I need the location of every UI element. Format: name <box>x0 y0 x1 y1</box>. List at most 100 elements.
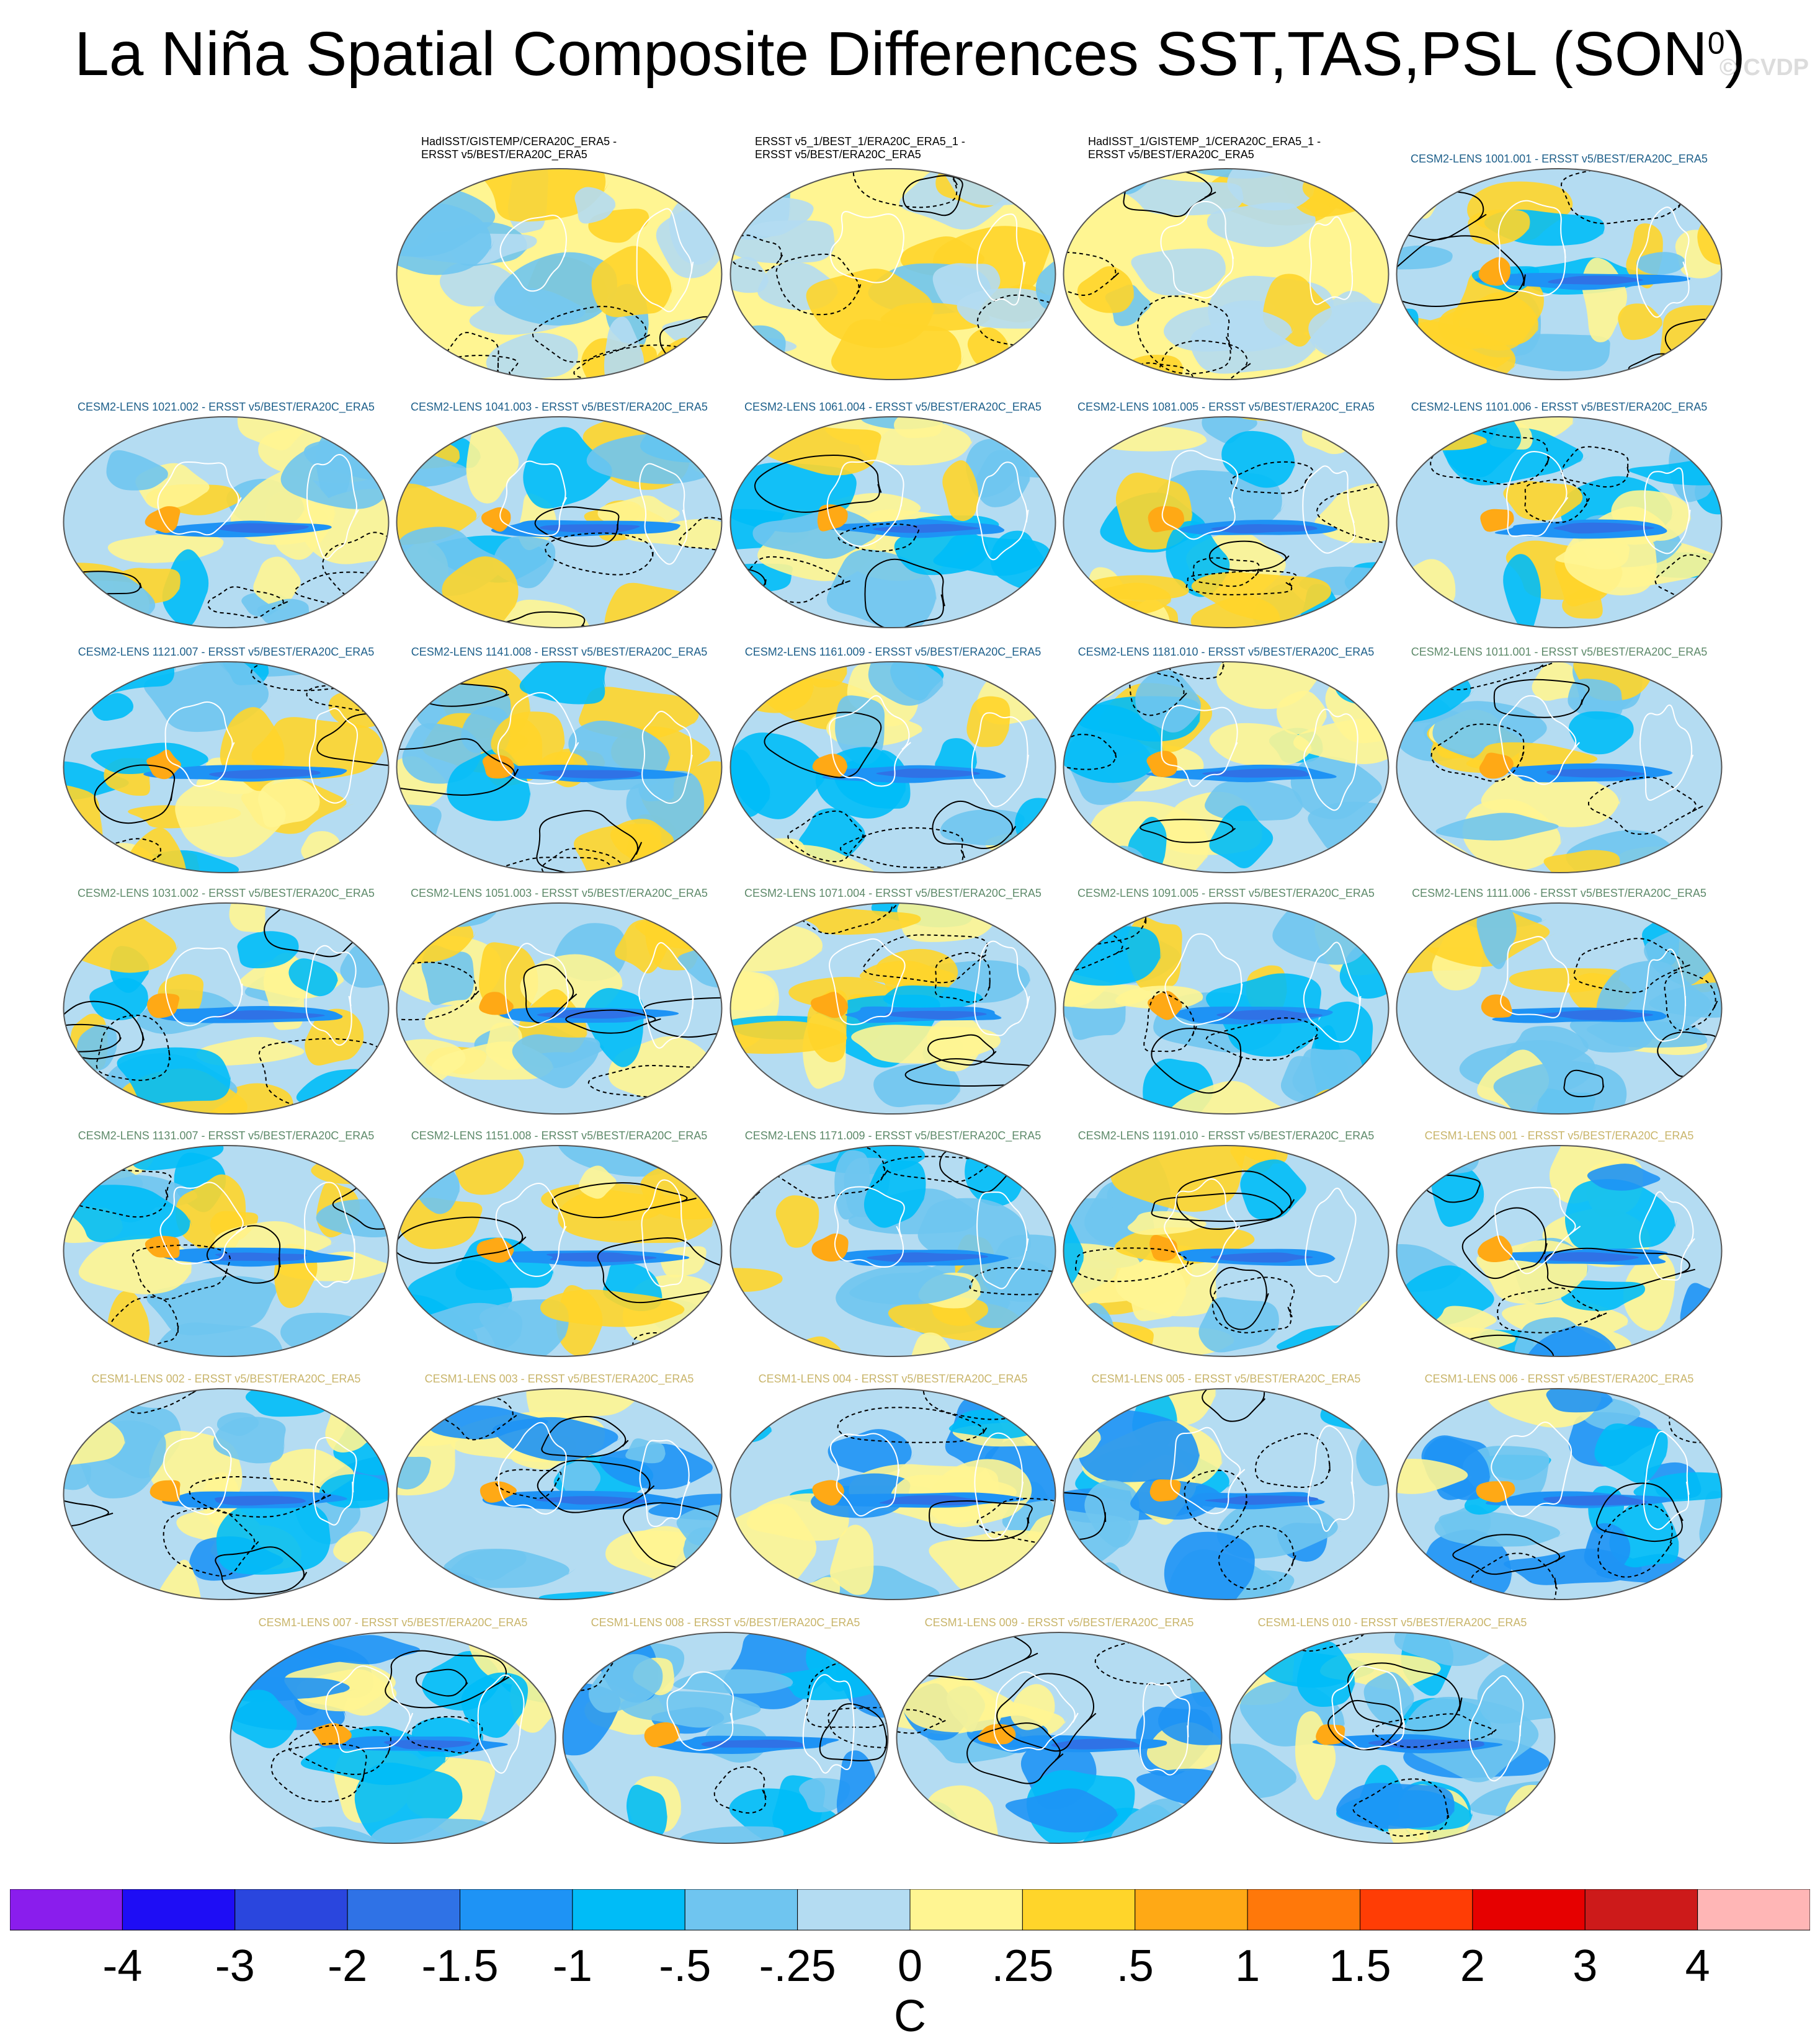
anomaly-region <box>730 220 835 264</box>
map-outline <box>396 902 723 1115</box>
world-map <box>1063 416 1390 628</box>
anomaly-region <box>494 252 620 326</box>
anomaly-region <box>1233 1145 1289 1164</box>
anomaly-region <box>162 549 211 627</box>
panel-title: HadISST/GISTEMP/CERA20C_ERA5 - ERSST v5/B… <box>421 135 738 161</box>
panel-title-line1: CESM1-LENS 007 - ERSST v5/BEST/ERA20C_ER… <box>258 1616 528 1629</box>
anomaly-region <box>1070 168 1125 198</box>
map-outline <box>1063 416 1390 628</box>
psl-contour <box>1697 661 1722 691</box>
anomaly-region <box>1587 1164 1666 1191</box>
world-map <box>63 902 390 1115</box>
coastline <box>1500 936 1570 1018</box>
map-outline <box>396 661 723 873</box>
anomaly-region <box>620 1691 768 1728</box>
coastline <box>157 461 242 536</box>
panel-title: CESM2-LENS 1031.002 - ERSST v5/BEST/ERA2… <box>48 887 404 900</box>
anomaly-region <box>1503 481 1586 521</box>
psl-contour <box>1470 1552 1558 1600</box>
panel-title: CESM2-LENS 1191.010 - ERSST v5/BEST/ERA2… <box>1048 1129 1404 1142</box>
map-panel: HadISST/GISTEMP/CERA20C_ERA5 - ERSST v5/B… <box>393 135 725 383</box>
world-map <box>1063 1145 1390 1357</box>
panel-title: HadISST_1/GISTEMP_1/CERA20C_ERA5_1 - ERSS… <box>1088 135 1404 161</box>
anomaly-region <box>1127 1211 1211 1235</box>
anomaly-region <box>1143 1058 1218 1115</box>
panel-title-line1: CESM2-LENS 1101.006 - ERSST v5/BEST/ERA2… <box>1411 401 1708 413</box>
panel-title-line2: ERSST v5/BEST/ERA20C_ERA5 <box>421 148 587 161</box>
world-map <box>1396 416 1723 628</box>
anomaly-region <box>1131 248 1229 296</box>
coastline <box>826 460 904 547</box>
coastline <box>306 454 359 560</box>
anomaly-region <box>146 1276 277 1336</box>
map-outline <box>1396 661 1723 873</box>
coastline <box>666 1671 734 1751</box>
equatorial-pacific-core <box>1205 1495 1321 1505</box>
psl-contour <box>163 1508 259 1577</box>
panel-title-line1: CESM2-LENS 1141.008 - ERSST v5/BEST/ERA2… <box>411 646 708 658</box>
anomaly-region <box>1005 1788 1120 1833</box>
anomaly-region <box>1067 575 1191 600</box>
panel-title-line1: CESM1-LENS 009 - ERSST v5/BEST/ERA20C_ER… <box>924 1616 1194 1629</box>
psl-contour <box>966 1722 1064 1784</box>
psl-contour <box>63 1023 122 1053</box>
anomaly-region <box>1114 1227 1260 1264</box>
map-outline <box>63 1388 390 1600</box>
psl-contour <box>494 1469 562 1499</box>
anomaly-region <box>863 1159 927 1228</box>
panel-title: CESM2-LENS 1161.009 - ERSST v5/BEST/ERA2… <box>715 646 1071 659</box>
colorbar-tick-label: -.5 <box>659 1941 711 1988</box>
colorbar-swatch <box>1697 1889 1810 1931</box>
maritime-continent-warm-anomaly <box>1477 1235 1514 1263</box>
anomaly-region <box>154 1322 289 1357</box>
world-map <box>63 416 390 628</box>
psl-contour <box>929 1500 1033 1542</box>
coastline <box>497 1422 567 1515</box>
map-panel: CESM2-LENS 1191.010 - ERSST v5/BEST/ERA2… <box>1060 1112 1392 1360</box>
anomaly-region <box>1594 1423 1669 1484</box>
coastline <box>1639 1191 1695 1281</box>
anomaly-region <box>966 696 1010 747</box>
psl-contour <box>754 455 882 513</box>
equatorial-pacific-core <box>1540 1252 1641 1262</box>
psl-contour <box>1121 362 1197 380</box>
anomaly-region <box>106 450 172 491</box>
maritime-continent-warm-anomaly <box>1479 752 1515 779</box>
anomaly-region <box>752 508 882 559</box>
equatorial-pacific-core <box>1211 524 1320 533</box>
world-map <box>1396 168 1723 380</box>
colorbar-tick-label: -1 <box>553 1941 592 1988</box>
psl-contour <box>396 1216 527 1264</box>
colorbar-tick-label: 0 <box>898 1941 922 1988</box>
map-panel: CESM2-LENS 1051.003 - ERSST v5/BEST/ERA2… <box>393 870 725 1118</box>
psl-contour <box>883 1155 990 1183</box>
anomaly-region <box>1295 1711 1339 1800</box>
psl-contour <box>1396 416 1456 448</box>
map-panel: CESM2-LENS 1161.009 - ERSST v5/BEST/ERA2… <box>727 628 1059 876</box>
coastline <box>1494 1186 1581 1275</box>
psl-contour <box>332 1177 389 1230</box>
anomaly-region <box>730 257 769 293</box>
anomaly-region <box>1097 168 1157 180</box>
anomaly-region <box>849 1273 974 1305</box>
anomaly-region <box>873 1064 962 1108</box>
world-map <box>1229 1632 1556 1844</box>
panel-title: CESM2-LENS 1181.010 - ERSST v5/BEST/ERA2… <box>1048 646 1404 659</box>
psl-contour <box>545 532 654 576</box>
equatorial-pacific-core <box>1548 275 1647 285</box>
anomaly-region <box>1396 245 1454 270</box>
world-map <box>1063 902 1390 1115</box>
anomaly-region <box>466 424 523 504</box>
maritime-continent-warm-anomaly <box>1316 1724 1345 1745</box>
colorbar-swatch <box>1472 1889 1586 1931</box>
coastline <box>477 1674 525 1774</box>
psl-contour <box>713 1766 767 1814</box>
coastline <box>1303 708 1358 811</box>
anomaly-region <box>1207 202 1319 247</box>
panel-title: CESM1-LENS 004 - ERSST v5/BEST/ERA20C_ER… <box>715 1373 1071 1386</box>
anomaly-region <box>775 1195 819 1248</box>
anomaly-region <box>444 1549 529 1581</box>
anomaly-region <box>1063 1243 1149 1305</box>
anomaly-region <box>1336 1783 1456 1829</box>
anomaly-region <box>1240 1159 1310 1221</box>
